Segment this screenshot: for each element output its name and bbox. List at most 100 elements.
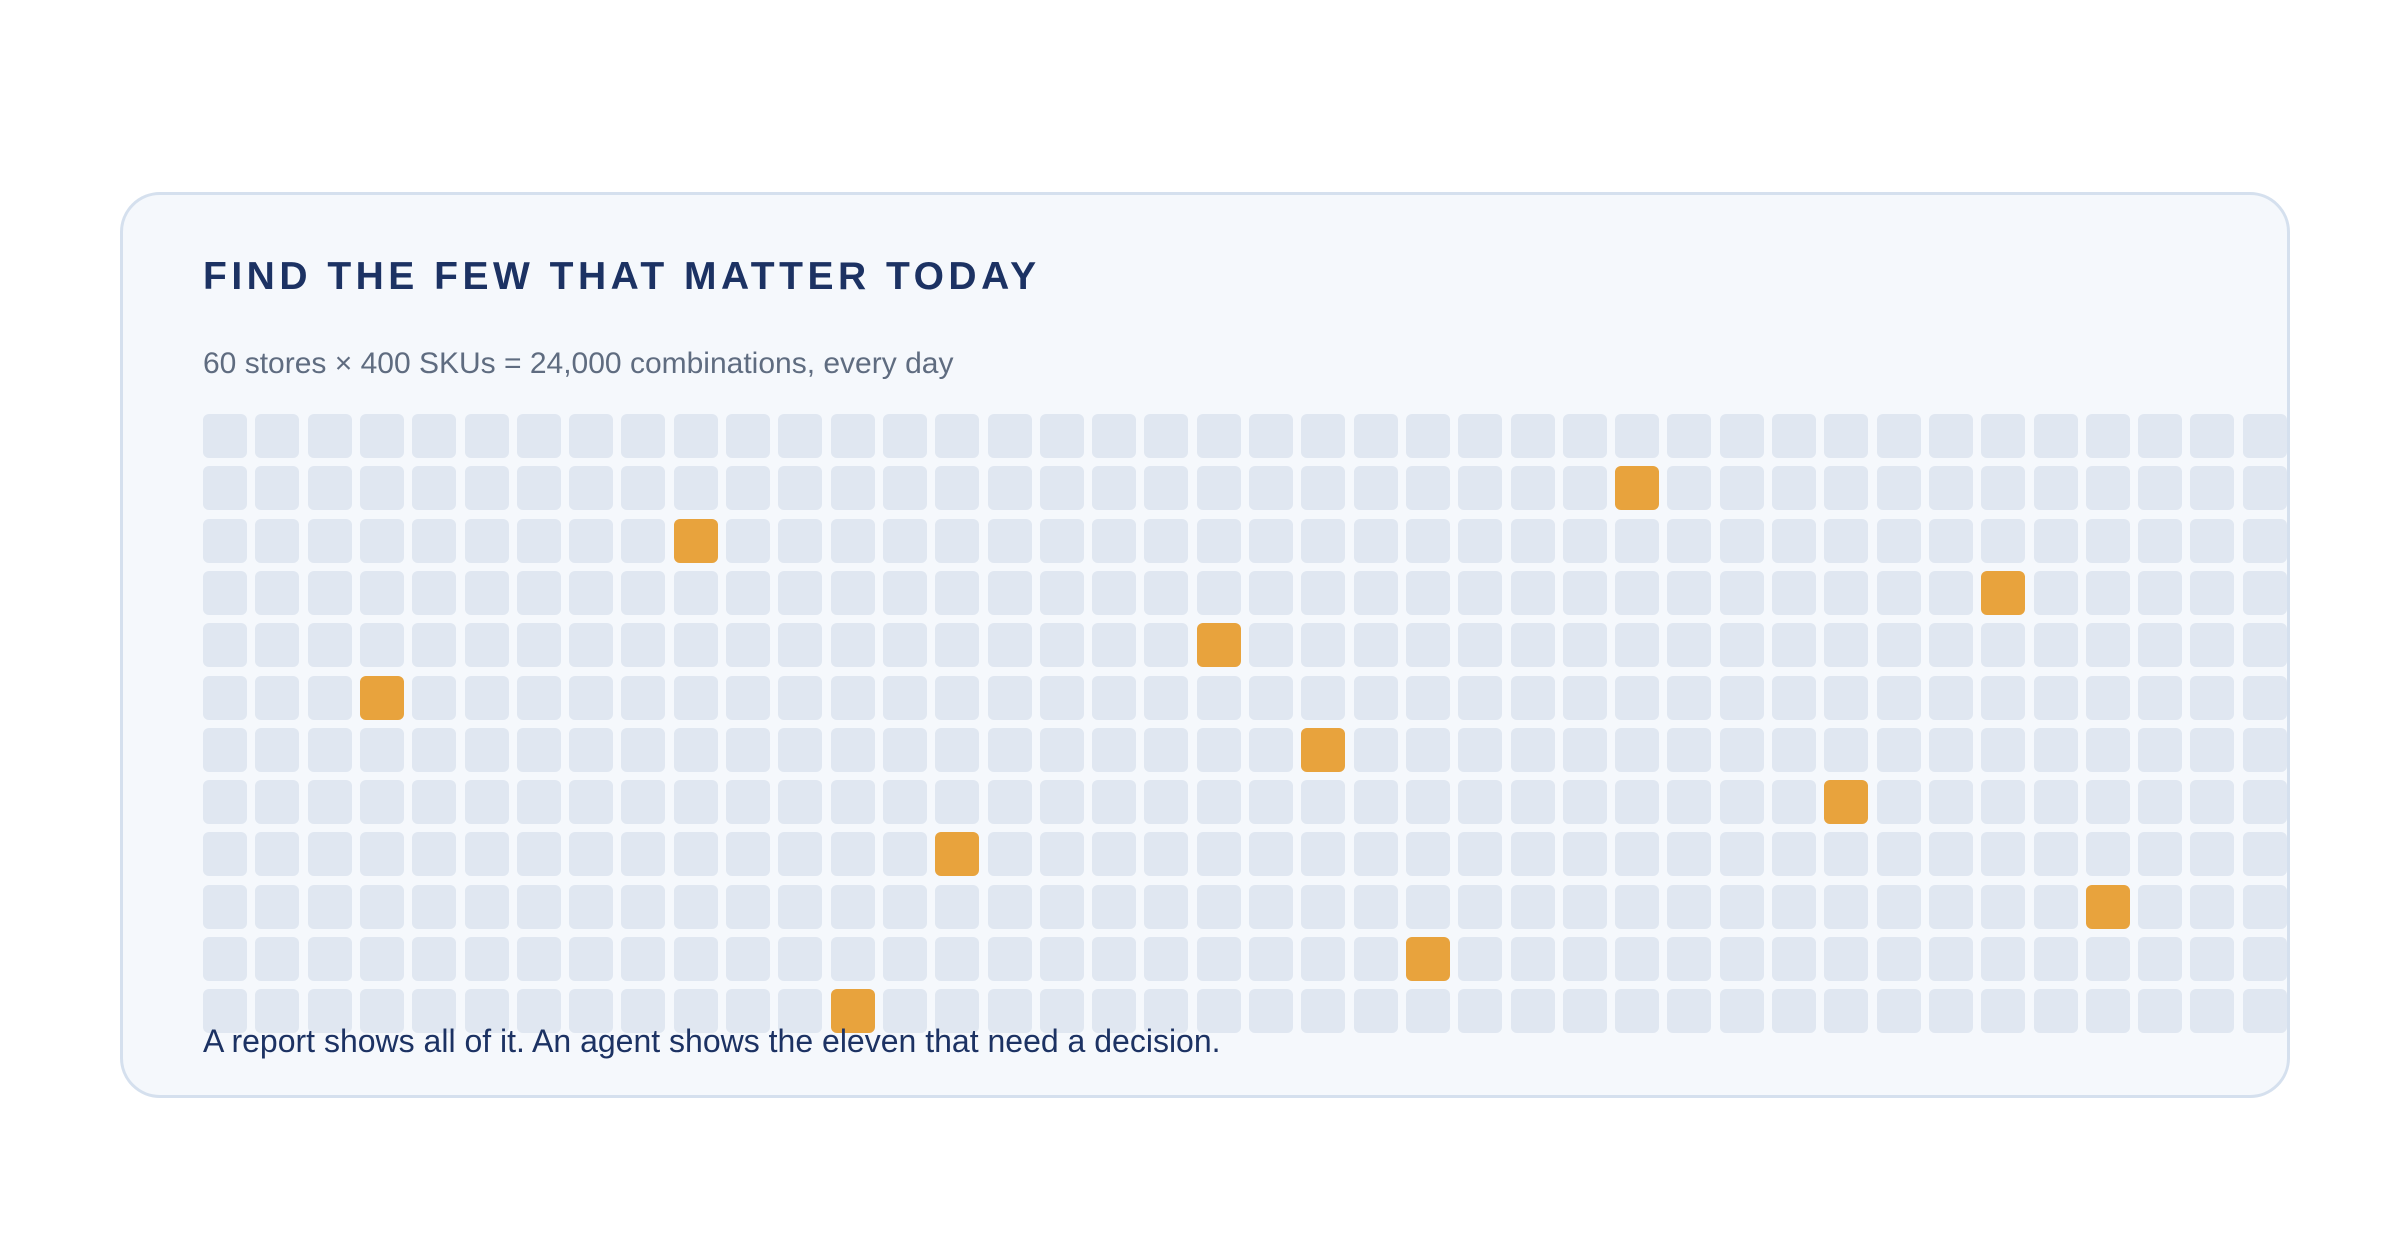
grid-cell xyxy=(1981,466,2025,510)
grid-cell xyxy=(1877,728,1921,772)
grid-cell xyxy=(1720,676,1764,720)
grid-cell xyxy=(935,519,979,563)
grid-cell xyxy=(778,571,822,615)
grid-cell xyxy=(517,414,561,458)
grid-cell xyxy=(360,466,404,510)
grid-cell xyxy=(1249,571,1293,615)
grid-cell xyxy=(517,728,561,772)
highlighted-cell xyxy=(1615,466,1659,510)
grid-cell xyxy=(1667,728,1711,772)
grid-cell xyxy=(1772,885,1816,929)
grid-cell xyxy=(1092,832,1136,876)
grid-cell xyxy=(1981,937,2025,981)
grid-cell xyxy=(1772,780,1816,824)
grid-cell xyxy=(988,937,1032,981)
grid-cell xyxy=(1511,466,1555,510)
grid-cell xyxy=(1092,676,1136,720)
grid-cell xyxy=(1301,466,1345,510)
grid-cell xyxy=(1615,623,1659,667)
grid-cell xyxy=(517,466,561,510)
grid-cell xyxy=(360,519,404,563)
grid-cell xyxy=(1877,414,1921,458)
grid-cell xyxy=(1144,519,1188,563)
grid-cell xyxy=(1981,989,2025,1033)
grid-cell xyxy=(1615,832,1659,876)
highlighted-cell xyxy=(1981,571,2025,615)
grid-cell xyxy=(1981,623,2025,667)
grid-cell xyxy=(883,780,927,824)
grid-cell xyxy=(569,519,613,563)
grid-cell xyxy=(1406,728,1450,772)
grid-cell xyxy=(778,414,822,458)
grid-cell xyxy=(778,519,822,563)
grid-cell xyxy=(412,728,456,772)
grid-cell xyxy=(1772,676,1816,720)
grid-cell xyxy=(2243,832,2287,876)
grid-cell xyxy=(412,780,456,824)
grid-cell xyxy=(2034,989,2078,1033)
combination-grid xyxy=(203,414,2287,1034)
grid-cell xyxy=(1197,676,1241,720)
grid-cell xyxy=(621,780,665,824)
grid-cell xyxy=(1144,623,1188,667)
grid-cell xyxy=(778,466,822,510)
grid-cell xyxy=(726,937,770,981)
grid-cell xyxy=(831,780,875,824)
grid-cell xyxy=(465,623,509,667)
grid-cell xyxy=(1354,519,1398,563)
grid-cell xyxy=(308,571,352,615)
grid-cell xyxy=(1040,832,1084,876)
grid-cell xyxy=(1354,676,1398,720)
grid-cell xyxy=(1301,832,1345,876)
grid-cell xyxy=(1144,832,1188,876)
grid-cell xyxy=(569,832,613,876)
grid-cell xyxy=(1563,676,1607,720)
grid-cell xyxy=(831,676,875,720)
grid-cell xyxy=(1197,466,1241,510)
grid-cell xyxy=(1040,780,1084,824)
grid-cell xyxy=(2086,728,2130,772)
grid-cell xyxy=(1301,780,1345,824)
grid-cell xyxy=(1301,571,1345,615)
grid-cell xyxy=(1929,623,1973,667)
grid-cell xyxy=(726,676,770,720)
grid-cell xyxy=(935,571,979,615)
grid-cell xyxy=(1354,414,1398,458)
grid-cell xyxy=(1249,780,1293,824)
grid-cell xyxy=(1772,832,1816,876)
grid-cell xyxy=(2034,937,2078,981)
grid-cell xyxy=(1040,623,1084,667)
grid-cell xyxy=(1249,623,1293,667)
card-subtitle: 60 stores × 400 SKUs = 24,000 combinatio… xyxy=(203,347,954,380)
grid-cell xyxy=(1354,623,1398,667)
grid-cell xyxy=(1772,414,1816,458)
grid-cell xyxy=(935,623,979,667)
grid-cell xyxy=(2034,728,2078,772)
grid-cell xyxy=(255,519,299,563)
grid-cell xyxy=(412,885,456,929)
grid-cell xyxy=(517,571,561,615)
grid-cell xyxy=(1458,519,1502,563)
grid-cell xyxy=(1615,780,1659,824)
grid-cell xyxy=(883,414,927,458)
grid-cell xyxy=(1824,728,1868,772)
highlighted-cell xyxy=(360,676,404,720)
grid-cell xyxy=(1877,989,1921,1033)
grid-cell xyxy=(517,623,561,667)
grid-cell xyxy=(1615,885,1659,929)
grid-cell xyxy=(1040,728,1084,772)
grid-cell xyxy=(360,623,404,667)
grid-cell xyxy=(988,414,1032,458)
grid-cell xyxy=(778,780,822,824)
grid-cell xyxy=(2086,414,2130,458)
grid-cell xyxy=(2086,780,2130,824)
grid-cell xyxy=(2190,676,2234,720)
grid-cell xyxy=(2138,571,2182,615)
grid-cell xyxy=(1458,780,1502,824)
grid-cell xyxy=(1458,885,1502,929)
grid-cell xyxy=(778,676,822,720)
card: FIND THE FEW THAT MATTER TODAY 60 stores… xyxy=(120,192,2290,1098)
grid-cell xyxy=(1040,676,1084,720)
grid-cell xyxy=(203,676,247,720)
grid-cell xyxy=(203,832,247,876)
